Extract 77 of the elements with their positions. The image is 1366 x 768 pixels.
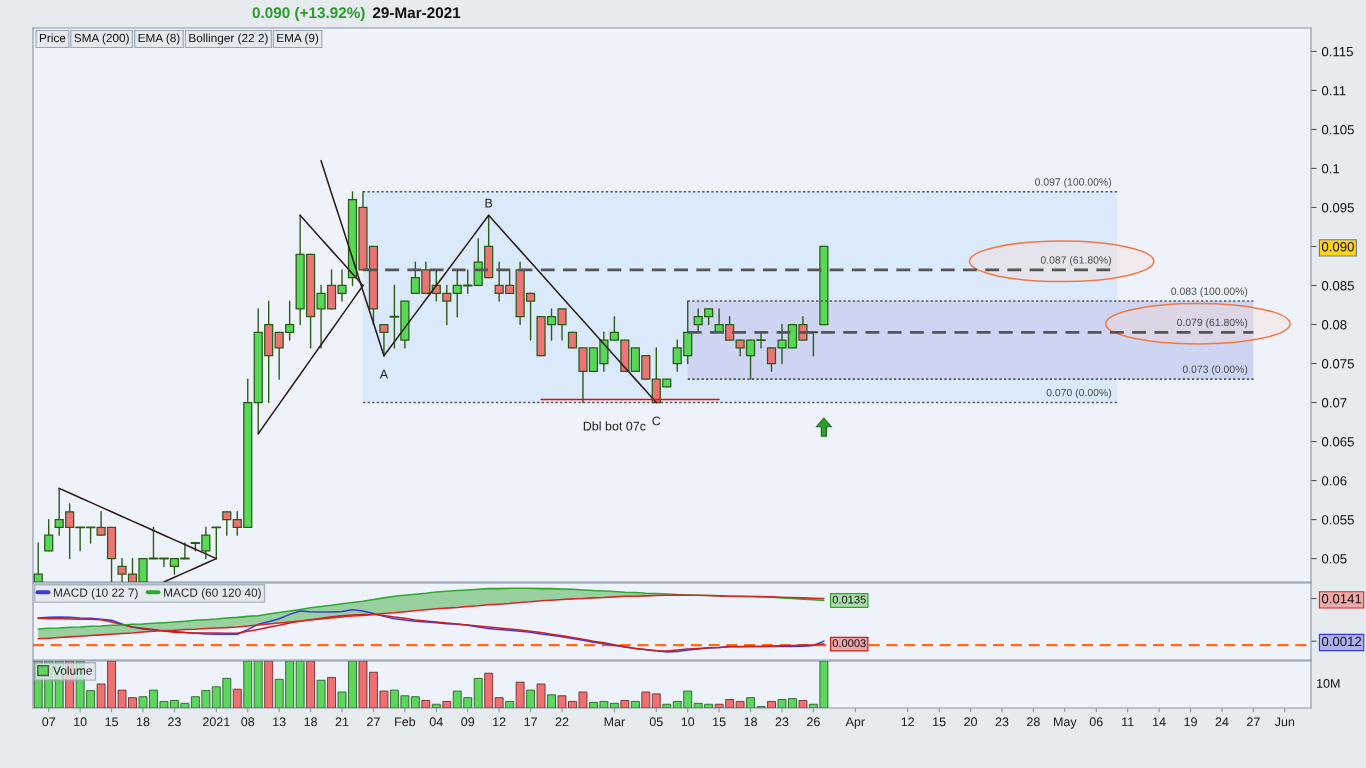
x-tick-label: Jun — [1274, 717, 1295, 727]
chart-subtitle: 29-Mar-2021 — [372, 7, 461, 19]
x-tick-label: 28 — [1027, 717, 1040, 727]
x-tick-label: 23 — [775, 717, 789, 727]
x-tick-label: Feb — [395, 717, 416, 727]
annotation: Dbl bot 07c — [583, 421, 646, 431]
annotation: EMA (8) — [138, 33, 180, 45]
annotation: Bollinger (22 2) — [189, 33, 268, 45]
x-tick-label: 10 — [74, 717, 87, 727]
x-tick-label: 08 — [241, 717, 255, 727]
x-tick-label: 15 — [105, 717, 118, 727]
x-tick-label: 14 — [1153, 717, 1166, 727]
legend-label: Volume — [53, 666, 92, 675]
y-tick-label: 0.065 — [1321, 437, 1354, 447]
legend-label: MACD (10 22 7) — [54, 588, 138, 600]
data-label: A — [379, 369, 389, 379]
y-tick-label: 0.095 — [1321, 203, 1354, 213]
x-tick-label: Apr — [845, 717, 865, 729]
y-tick-label: 0.115 — [1321, 46, 1353, 57]
legend-label: MACD (60 120 40) — [164, 588, 261, 600]
x-tick-label: 12 — [493, 717, 506, 727]
data-label: 0.0135 — [832, 595, 866, 604]
x-tick-label: 27 — [367, 717, 380, 727]
x-tick-label: 09 — [461, 717, 475, 727]
x-tick-label: 19 — [1184, 717, 1197, 727]
series-label: 0.079 (61.80%) — [1177, 318, 1248, 329]
x-tick-label: 17 — [524, 717, 537, 727]
data-label: 0.0003 — [832, 639, 866, 648]
x-tick-label: 10 — [681, 717, 695, 727]
chart-title: 0.090 (+13.92%) — [252, 6, 365, 22]
y-tick-label: 0.06 — [1321, 476, 1347, 486]
y-tick-label: 0.05 — [1321, 554, 1347, 564]
annotation: EMA (9) — [277, 33, 319, 45]
data-label: C — [652, 416, 661, 426]
annotation: SMA (200) — [74, 33, 129, 45]
x-tick-label: 18 — [744, 717, 757, 727]
y-tick-label: 0.11 — [1321, 85, 1346, 96]
series-label: 0.097 (100.00%) — [1035, 177, 1112, 188]
text: 10M — [1317, 679, 1340, 688]
x-tick-label: Mar — [604, 717, 625, 727]
y-tick-label: 0.07 — [1321, 398, 1347, 408]
x-tick-label: 06 — [1089, 717, 1103, 727]
annotation: Price — [39, 33, 66, 43]
y-tick-label: 0.0141 — [1321, 594, 1362, 604]
x-tick-label: 07 — [42, 717, 56, 727]
series-label: 0.073 (0.00%) — [1182, 365, 1248, 375]
x-tick-label: 2021 — [203, 717, 230, 727]
x-tick-label: 23 — [168, 717, 181, 727]
x-tick-label: 15 — [713, 717, 726, 727]
series-label: 0.083 (100.00%) — [1171, 287, 1248, 297]
y-tick-label: 0.090 — [1321, 242, 1354, 252]
x-tick-label: 20 — [964, 717, 978, 727]
series-label: 0.070 (0.00%) — [1046, 388, 1112, 399]
x-tick-label: 22 — [555, 717, 569, 727]
x-tick-label: 18 — [304, 717, 318, 727]
series-label: 0.087 (61.80%) — [1040, 256, 1112, 266]
x-tick-label: 13 — [273, 717, 286, 727]
x-tick-label: 04 — [429, 717, 443, 727]
x-tick-label: 15 — [933, 717, 946, 727]
x-tick-label: 12 — [901, 717, 915, 727]
y-tick-label: 0.085 — [1321, 281, 1354, 291]
x-tick-label: 24 — [1215, 717, 1229, 727]
x-tick-label: 11 — [1122, 717, 1134, 727]
x-tick-label: 27 — [1247, 717, 1260, 727]
y-tick-label: 0.055 — [1321, 515, 1354, 525]
x-tick-label: May — [1054, 717, 1077, 729]
data-label: B — [485, 198, 493, 208]
x-tick-label: 26 — [807, 717, 820, 727]
y-tick-label: 0.105 — [1321, 125, 1354, 135]
y-tick-label: 0.08 — [1321, 320, 1347, 330]
x-tick-label: 18 — [136, 717, 150, 727]
y-tick-label: 0.1 — [1321, 164, 1340, 174]
x-tick-label: 05 — [649, 717, 663, 727]
y-tick-label: 0.0012 — [1321, 636, 1362, 647]
x-tick-label: 23 — [995, 717, 1009, 727]
x-tick-label: 21 — [335, 717, 349, 727]
y-tick-label: 0.075 — [1321, 359, 1354, 369]
